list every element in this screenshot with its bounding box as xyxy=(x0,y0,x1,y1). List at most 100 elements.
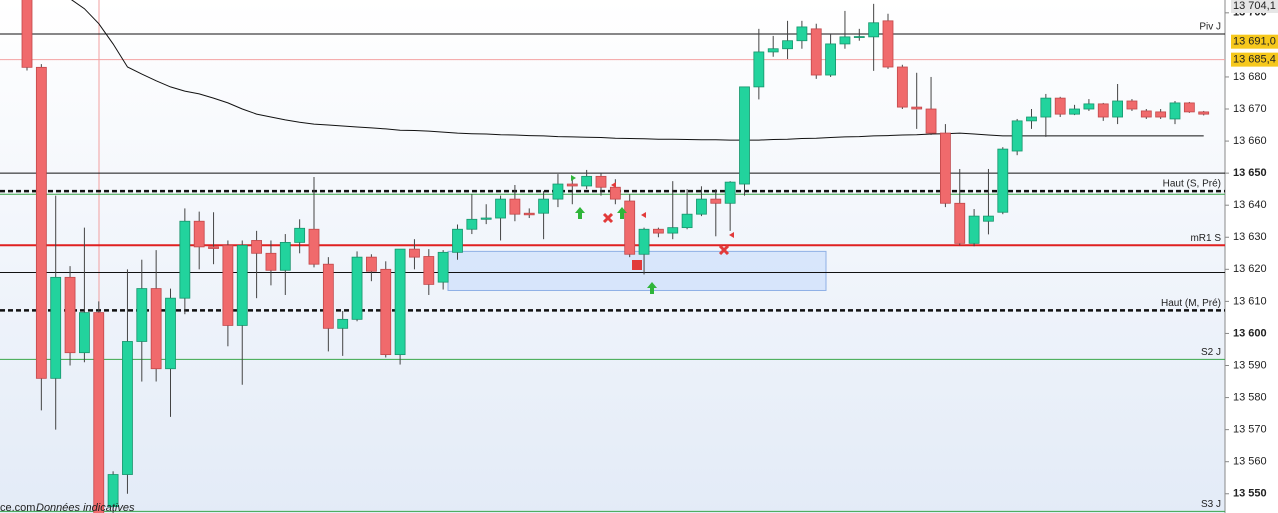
buy-arrow xyxy=(647,282,657,294)
level-label: S3 J xyxy=(1201,499,1221,510)
candle-body xyxy=(50,276,62,379)
candle-body xyxy=(1155,111,1167,118)
candle-body xyxy=(911,106,923,110)
candle-body xyxy=(868,22,880,38)
y-tick-label: 13 570 xyxy=(1233,424,1267,436)
candle-body xyxy=(423,256,435,285)
candle-body xyxy=(1054,97,1066,115)
level-label: Piv J xyxy=(1199,22,1221,33)
candle-body xyxy=(165,297,176,370)
candle-body xyxy=(279,241,291,271)
candle-body xyxy=(1011,120,1023,152)
price-label: 13 685,4 xyxy=(1233,54,1276,66)
buy-arrow xyxy=(617,207,627,219)
y-tick-label: 13 610 xyxy=(1233,295,1267,307)
candle-body xyxy=(595,175,607,188)
candle-body xyxy=(1126,100,1138,110)
candle-body xyxy=(1040,97,1052,118)
candle-body xyxy=(337,318,349,329)
candle-body xyxy=(653,228,664,234)
y-tick-label: 13 680 xyxy=(1233,71,1267,83)
candle-body xyxy=(739,86,750,185)
buy-arrow xyxy=(575,207,585,219)
candle-body xyxy=(523,212,535,216)
candle-body xyxy=(853,36,865,38)
candle-body xyxy=(638,228,650,255)
candle-body xyxy=(1097,103,1109,118)
candle-body xyxy=(35,66,47,379)
plot xyxy=(0,0,1225,513)
y-tick-label: 13 600 xyxy=(1233,327,1267,339)
candle-body xyxy=(940,132,951,204)
candle-body xyxy=(193,220,205,248)
candle-body xyxy=(1140,110,1152,118)
candle-body xyxy=(997,148,1009,213)
candle-body xyxy=(21,0,33,68)
y-tick-label: 13 590 xyxy=(1233,359,1267,371)
candle-body xyxy=(753,51,765,88)
candle-body xyxy=(1083,103,1095,110)
price-label-box xyxy=(1231,34,1278,49)
level-label: mR1 S xyxy=(1190,233,1221,244)
candle-body xyxy=(365,256,377,272)
level-label: Haut (M, Pré) xyxy=(1161,298,1221,309)
candle-body xyxy=(93,312,105,513)
candle-body xyxy=(466,218,478,230)
candle-body xyxy=(452,228,463,253)
candle-body xyxy=(681,213,693,229)
candle-body xyxy=(1183,102,1195,113)
candle-body xyxy=(581,175,593,187)
y-tick-label: 13 550 xyxy=(1233,488,1267,500)
y-tick-label: 13 660 xyxy=(1233,135,1267,147)
candle-body xyxy=(409,248,420,258)
candle-body xyxy=(1169,102,1181,120)
candle-body xyxy=(954,202,966,244)
candle-body xyxy=(294,227,306,243)
candle-body xyxy=(624,200,636,255)
candle-body xyxy=(122,341,133,475)
price-label-box xyxy=(1231,0,1278,13)
candle-body xyxy=(1069,108,1080,115)
candle-body xyxy=(667,227,679,234)
candle-body xyxy=(825,43,836,76)
candle-body xyxy=(136,288,148,342)
level-label: S2 J xyxy=(1201,347,1221,358)
y-tick-label: 13 640 xyxy=(1233,199,1267,211)
candle-body xyxy=(810,28,822,76)
y-tick-label: 13 560 xyxy=(1233,456,1267,468)
level-label: Haut (S, Pré) xyxy=(1163,179,1221,190)
axis-background xyxy=(1225,0,1278,513)
note: Données indicatives xyxy=(36,502,135,513)
candle-body xyxy=(236,244,248,326)
candle-body xyxy=(322,263,334,329)
price-label-box xyxy=(1231,52,1278,67)
candle-body xyxy=(437,251,449,283)
sell-cross xyxy=(718,244,730,256)
price-label: 13 691,0 xyxy=(1233,36,1276,48)
candle-body xyxy=(495,198,506,219)
candle-body xyxy=(251,240,263,254)
signal-square xyxy=(632,260,642,270)
candle-body xyxy=(983,215,994,222)
price-label: 13 704,1 xyxy=(1233,0,1276,12)
candle-body xyxy=(394,248,406,356)
candle-body xyxy=(308,228,320,265)
candle-body xyxy=(64,276,76,354)
y-tick-label: 13 670 xyxy=(1233,103,1267,115)
candle-body xyxy=(767,48,779,53)
candle-body xyxy=(150,288,162,370)
candle-body xyxy=(179,220,191,299)
candle-body xyxy=(509,198,521,215)
signal-triangle xyxy=(571,175,576,181)
candle-body xyxy=(782,40,793,50)
signal-triangle xyxy=(729,232,734,238)
candle-body xyxy=(107,474,119,507)
candle-body xyxy=(380,268,392,356)
candle-body xyxy=(552,183,564,200)
signal-triangle xyxy=(641,212,646,218)
candle-body xyxy=(968,215,980,244)
y-tick-label: 13 620 xyxy=(1233,263,1267,275)
candle-body xyxy=(1026,116,1037,122)
candle-body xyxy=(79,312,90,354)
